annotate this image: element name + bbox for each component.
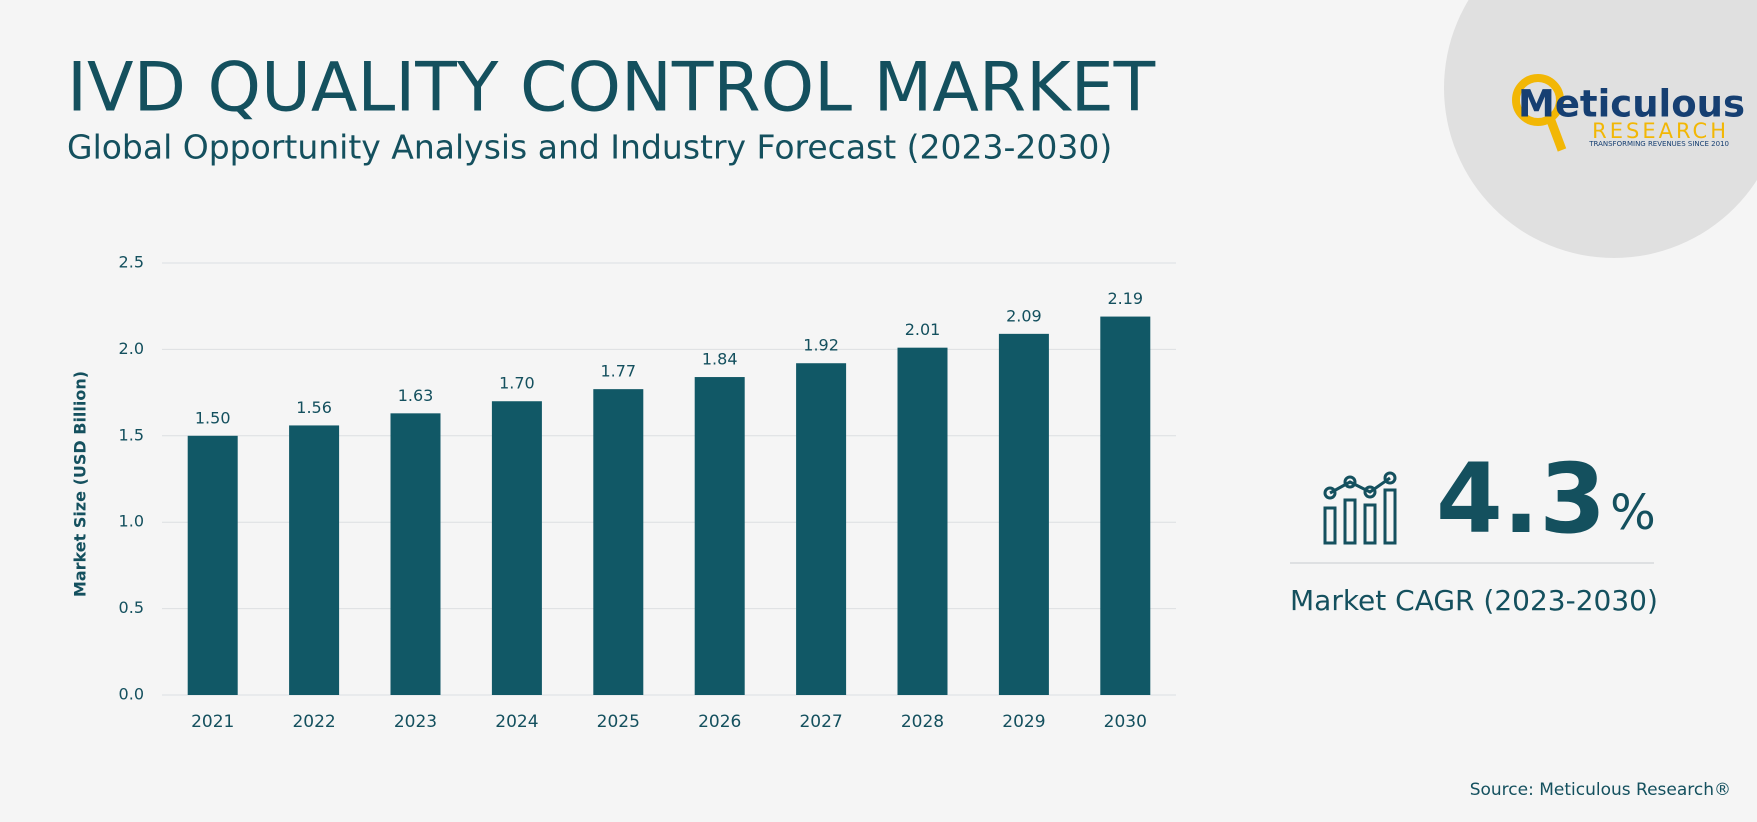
- chart-subtitle: Global Opportunity Analysis and Industry…: [67, 128, 1112, 167]
- logo-lens: [1512, 74, 1564, 126]
- x-tick-label: 2025: [597, 712, 640, 732]
- logo-name: Meticulous: [1518, 83, 1745, 126]
- cagr-icon: [1323, 471, 1397, 545]
- value-label: 1.50: [195, 408, 231, 427]
- y-tick-label: 0.5: [119, 598, 144, 617]
- cagr-unit: %: [1610, 485, 1656, 541]
- x-tick-label: 2021: [191, 712, 234, 732]
- y-axis-label: Market Size (USD Billion): [71, 371, 90, 597]
- x-tick-label: 2023: [394, 712, 437, 732]
- logo-backdrop: [1444, 0, 1757, 258]
- bar: [390, 413, 441, 695]
- bar: [491, 401, 542, 695]
- value-label: 1.84: [702, 350, 738, 369]
- x-tick-label: 2024: [495, 712, 538, 732]
- value-label: 2.19: [1107, 289, 1143, 308]
- cagr-value: 4.3%: [1436, 443, 1656, 555]
- y-tick-label: 1.0: [119, 512, 144, 531]
- chart-title: IVD QUALITY CONTROL MARKET: [67, 49, 1156, 128]
- value-label: 2.09: [1006, 306, 1042, 325]
- bar: [187, 435, 238, 695]
- x-tick-label: 2029: [1002, 712, 1045, 732]
- x-tick-label: 2027: [799, 712, 842, 732]
- value-label: 1.92: [803, 336, 839, 355]
- x-tick-label: 2030: [1104, 712, 1147, 732]
- bar: [998, 333, 1049, 695]
- bar: [593, 389, 644, 695]
- value-label: 1.77: [600, 362, 636, 381]
- cagr-label: Market CAGR (2023-2030): [1290, 584, 1658, 617]
- logo-handle: [1545, 116, 1567, 152]
- bar: [694, 377, 745, 695]
- bar: [897, 347, 948, 695]
- bar: [289, 425, 340, 695]
- bar: [1100, 316, 1151, 695]
- cagr-number: 4.3: [1436, 443, 1606, 555]
- x-tick-label: 2026: [698, 712, 741, 732]
- y-tick-label: 0.0: [119, 685, 144, 704]
- bar: [796, 363, 847, 695]
- value-label: 1.56: [296, 398, 332, 417]
- value-label: 1.70: [499, 374, 535, 393]
- value-label: 1.63: [398, 386, 434, 405]
- y-tick-label: 1.5: [119, 425, 144, 444]
- y-tick-label: 2.0: [119, 339, 144, 358]
- logo-tagline: TRANSFORMING REVENUES SINCE 2010: [1588, 140, 1729, 148]
- logo-sub: RESEARCH: [1592, 119, 1729, 143]
- y-tick-label: 2.5: [119, 253, 144, 272]
- value-label: 2.01: [905, 320, 941, 339]
- source: Source: Meticulous Research®: [1470, 780, 1731, 800]
- x-tick-label: 2022: [292, 712, 335, 732]
- x-tick-label: 2028: [901, 712, 944, 732]
